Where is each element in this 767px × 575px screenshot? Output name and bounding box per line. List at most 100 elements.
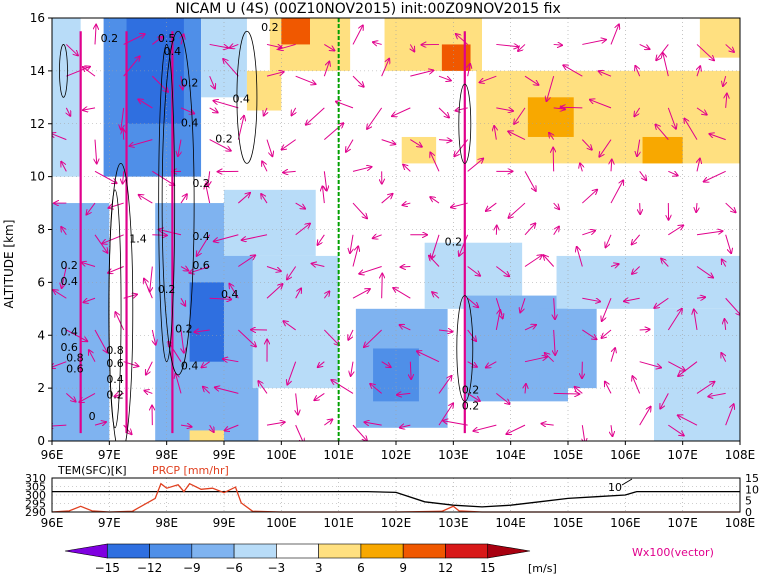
contour-label: 0.5 (158, 32, 176, 45)
x-tick-label: 96E (41, 516, 64, 530)
wind-vector (438, 330, 452, 332)
wind-vector (381, 361, 391, 367)
wind-vector (144, 391, 153, 394)
wind-vector (322, 186, 324, 204)
wind-vector (352, 75, 364, 87)
wind-vector (634, 107, 641, 116)
wind-vector (194, 330, 210, 332)
wind-vector (278, 43, 296, 49)
x-tick-label: 97E (98, 448, 121, 462)
wind-vector (62, 266, 67, 289)
wind-vector (323, 62, 329, 77)
contour-line (59, 44, 68, 98)
x-tick-label: 104E (495, 448, 526, 462)
color-bar-label: −9 (183, 561, 201, 575)
wind-vector (382, 274, 383, 299)
wind-vector (381, 59, 390, 77)
wind-vector (582, 231, 595, 236)
contour-label: 0 (89, 410, 96, 423)
wind-vector (632, 266, 641, 274)
wind-vector (508, 131, 526, 141)
wind-vector (95, 25, 96, 45)
wind-vector (438, 75, 451, 80)
wind-vector (381, 194, 393, 204)
wind-vector (430, 197, 440, 204)
contour-label: 0.2 (181, 77, 199, 90)
wind-vector (403, 165, 411, 172)
color-bar-box (445, 543, 489, 559)
wind-vector (295, 224, 310, 236)
contour-label: 0.4 (221, 288, 239, 301)
wind-vector (214, 234, 239, 242)
wind-vector (370, 384, 382, 394)
wind-vector (708, 393, 726, 396)
wind-vector (176, 374, 182, 394)
wind-vector (95, 139, 97, 164)
wind-vector (180, 425, 192, 427)
x-tick-label: 106E (610, 516, 641, 530)
wind-vector (549, 133, 554, 140)
wind-vector (438, 376, 451, 394)
wind-vector (266, 422, 285, 425)
wind-vector (660, 393, 669, 408)
wind-vector (599, 71, 612, 77)
wind-vector (352, 202, 367, 218)
wind-vector (66, 329, 87, 341)
wind-cell (246, 70, 282, 111)
surface-point-label: 10 (608, 481, 622, 494)
contour-label: 1.4 (129, 233, 147, 246)
wind-vector (237, 116, 244, 140)
left-tick-label: 300 (25, 489, 46, 502)
wind-vector (152, 329, 155, 345)
color-bar-label: 3 (315, 561, 323, 575)
color-bar-box (106, 543, 150, 559)
left-tick-label: 295 (25, 498, 46, 511)
wind-vector (209, 139, 231, 151)
wind-vector (410, 361, 411, 379)
y-tick-label: 16 (30, 11, 45, 25)
wind-vector (554, 298, 555, 319)
wind-vector (467, 329, 476, 341)
right-tick-label: 10 (745, 483, 759, 496)
contour-label: 0.6 (192, 259, 210, 272)
wind-vector (639, 171, 647, 180)
wind-cell (201, 18, 247, 98)
wind-vector (525, 384, 526, 394)
wind-vector (94, 422, 106, 425)
wind-vector (496, 266, 509, 277)
contour-label: 0.2 (158, 283, 176, 296)
wind-vector (346, 139, 354, 152)
wind-vector (123, 171, 124, 183)
wind-vector (506, 424, 526, 434)
wind-vector (287, 266, 297, 280)
wind-vector (115, 312, 125, 331)
wind-vector (324, 123, 343, 140)
wind-vector (400, 425, 411, 428)
wind-vector (610, 348, 615, 362)
wind-vector (553, 44, 562, 45)
wind-vector (554, 329, 555, 355)
wind-vector (214, 101, 239, 109)
wind-vector (438, 140, 451, 141)
wind-vector (295, 202, 305, 209)
wind-vector (561, 107, 583, 108)
wind-vector (229, 284, 239, 299)
color-bar-box (487, 543, 531, 559)
y-tick-label: 10 (30, 170, 45, 184)
wind-vector (348, 329, 354, 340)
wind-vector (508, 202, 526, 218)
wind-vector (209, 75, 215, 88)
x-tick-label: 97E (98, 516, 121, 530)
wind-vector (582, 425, 585, 441)
wind-vector (605, 382, 612, 394)
contour-label: 0.2 (101, 32, 119, 45)
wind-vector (639, 407, 651, 426)
grid-lines (52, 18, 740, 441)
wind-vector (544, 255, 555, 267)
wind-vector (678, 361, 698, 376)
wind-vector (314, 392, 325, 400)
wind-vector (258, 381, 268, 394)
wind-vector (331, 380, 354, 394)
wind-vector (210, 424, 214, 432)
